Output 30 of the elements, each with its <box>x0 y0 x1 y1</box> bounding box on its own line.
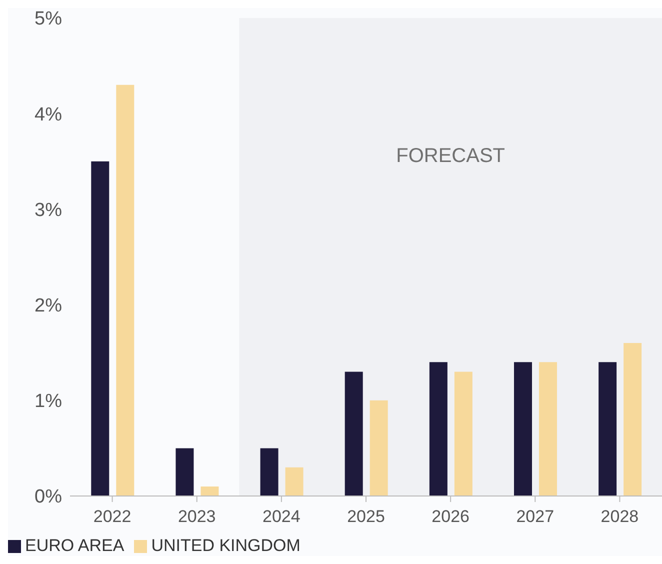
y-tick-label: 4% <box>34 104 62 126</box>
bar <box>200 486 219 496</box>
bar <box>514 362 532 496</box>
x-tick-label: 2022 <box>93 507 132 526</box>
y-tick-label: 3% <box>34 200 62 221</box>
y-tick-label: 1% <box>34 391 62 412</box>
x-tick-label: 2028 <box>600 507 639 526</box>
x-tick-label: 2027 <box>516 507 554 526</box>
legend-label: UNITED KINGDOM <box>151 536 300 555</box>
bar <box>176 448 194 496</box>
band-label: FORECAST <box>396 145 506 168</box>
x-tick-label: 2023 <box>178 507 216 526</box>
bar <box>624 343 642 496</box>
bar <box>91 161 110 496</box>
y-tick-label: 0% <box>34 486 62 508</box>
legend-label: EURO AREA <box>25 536 124 555</box>
bar <box>285 467 304 496</box>
x-tick-label: 2026 <box>432 507 470 526</box>
y-tick-label: 5% <box>34 8 62 30</box>
bar <box>116 84 134 496</box>
bar <box>598 362 617 496</box>
bar <box>539 362 557 496</box>
bar <box>454 372 472 496</box>
x-tick-label: 2024 <box>262 507 300 526</box>
bar <box>260 448 278 496</box>
bar <box>429 362 448 496</box>
y-tick-label: 2% <box>34 296 62 317</box>
bar <box>344 372 363 496</box>
bar <box>370 400 388 496</box>
x-tick-label: 2025 <box>347 507 385 526</box>
